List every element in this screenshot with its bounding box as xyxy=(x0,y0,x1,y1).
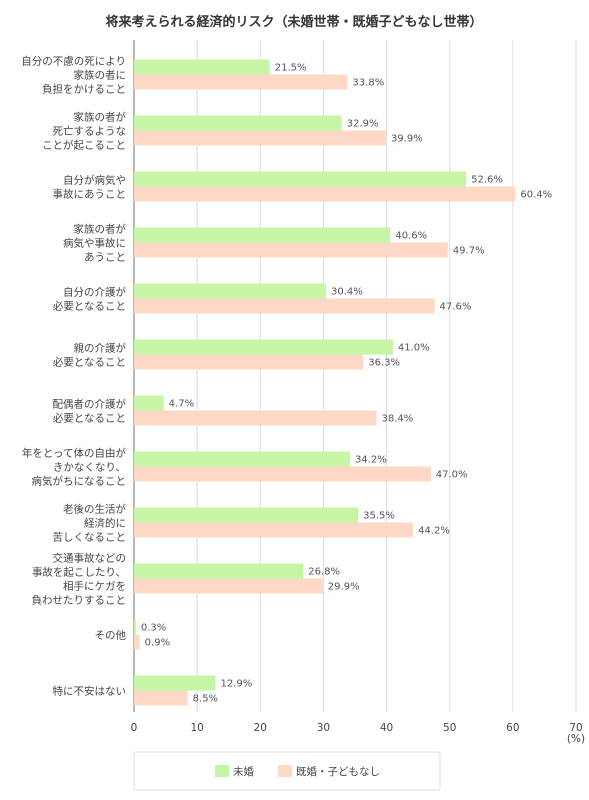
category-label: あうこと xyxy=(84,252,126,264)
data-label: 0.9% xyxy=(145,638,170,649)
x-tick-label: 70 xyxy=(569,722,582,734)
data-label: 35.5% xyxy=(363,511,395,522)
legend-swatch xyxy=(278,765,292,777)
category-label: 配偶者の介護が xyxy=(53,398,127,411)
data-label: 52.6% xyxy=(471,175,503,186)
category-label: 家族の者が xyxy=(74,111,127,124)
data-label: 47.0% xyxy=(436,470,468,481)
bar xyxy=(134,634,140,650)
bar xyxy=(134,578,323,594)
bar xyxy=(134,171,467,187)
bar xyxy=(134,283,326,299)
data-label: 33.8% xyxy=(352,78,384,89)
data-label: 4.7% xyxy=(169,399,194,410)
data-label: 21.5% xyxy=(275,63,307,74)
category-label: 親の介護が xyxy=(74,342,127,355)
bar xyxy=(134,130,386,146)
bar xyxy=(134,354,364,370)
data-label: 0.3% xyxy=(141,623,166,634)
chart-title: 将来考えられる経済的リスク（未婚世帯・既婚子どもなし世帯） xyxy=(105,14,482,30)
category-label: 事故にあうこと xyxy=(53,188,127,201)
data-label: 39.9% xyxy=(391,134,423,145)
category-label: 交通事故などの xyxy=(53,552,127,565)
data-label: 36.3% xyxy=(368,358,400,369)
category-labels: 自分の不慮の死により家族の者に負担をかけること家族の者が死亡するようなことが起こ… xyxy=(21,55,126,698)
bar xyxy=(134,451,350,467)
data-label: 47.6% xyxy=(440,302,472,313)
bar xyxy=(134,410,377,426)
category-label: 必要となること xyxy=(53,356,126,369)
bar xyxy=(134,59,270,75)
category-label: 自分の介護が xyxy=(63,286,126,299)
data-label: 8.5% xyxy=(193,694,218,705)
x-tick-label: 40 xyxy=(380,722,393,734)
data-label: 38.4% xyxy=(381,414,413,425)
category-label: 経済的に xyxy=(84,517,126,530)
bar xyxy=(134,339,393,355)
bar xyxy=(134,395,164,411)
bar xyxy=(134,186,516,202)
bar xyxy=(134,619,136,635)
bar xyxy=(134,690,188,706)
bar xyxy=(134,507,359,523)
x-tick-label: 60 xyxy=(506,722,519,734)
bar xyxy=(134,242,448,258)
category-label: 年をとって体の自由が xyxy=(22,447,127,460)
category-label: 必要となること xyxy=(53,300,126,313)
legend-label: 既婚・子どもなし xyxy=(296,765,380,778)
bars: 21.5% 33.8% 32.9% 39.9% 52.6% 60.4% 40.6% 49.7%… xyxy=(134,59,552,706)
data-label: 41.0% xyxy=(398,343,430,354)
bar xyxy=(134,675,216,691)
category-label: 自分の不慮の死により xyxy=(21,55,126,68)
bar xyxy=(134,466,431,482)
bar xyxy=(134,298,435,314)
bar xyxy=(134,522,414,538)
category-label: 死亡するような xyxy=(53,125,127,138)
x-tick-label: 0 xyxy=(131,722,138,734)
category-label: 家族の者が xyxy=(74,223,127,236)
data-label: 26.8% xyxy=(308,567,340,578)
data-label: 29.9% xyxy=(328,582,360,593)
bar xyxy=(134,115,342,131)
x-tick-label: 10 xyxy=(190,722,203,734)
category-label: 特に不安はない xyxy=(53,685,127,698)
data-label: 34.2% xyxy=(355,455,387,466)
category-label: 家族の者に xyxy=(74,69,127,82)
x-axis: 0 10 20 30 40 50 60 70 xyxy=(131,722,583,734)
legend-label: 未婚 xyxy=(233,765,254,778)
grid-lines xyxy=(133,40,577,712)
data-label: 44.2% xyxy=(418,526,450,537)
data-label: 30.4% xyxy=(331,287,363,298)
category-label: 事故を起こしたり、 xyxy=(32,566,126,579)
category-label: 負わせたりすること xyxy=(32,595,127,607)
category-label: 必要となること xyxy=(53,412,126,425)
axis-unit-label: (%) xyxy=(567,733,585,745)
x-tick-label: 20 xyxy=(254,722,267,734)
category-label: 病気がちになること xyxy=(32,475,127,488)
bar xyxy=(134,227,391,243)
data-label: 12.9% xyxy=(220,679,252,690)
category-label: 老後の生活が xyxy=(63,503,126,516)
data-label: 32.9% xyxy=(347,119,379,130)
category-label: ことが起こること xyxy=(42,139,126,152)
data-label: 60.4% xyxy=(520,190,552,201)
bar xyxy=(134,563,304,579)
data-label: 40.6% xyxy=(395,231,427,242)
category-label: 負担をかけること xyxy=(42,84,126,96)
x-tick-label: 30 xyxy=(317,722,330,734)
bar xyxy=(134,74,348,90)
category-label: 相手にケガを xyxy=(63,580,126,593)
legend: 未婚 既婚・子どもなし xyxy=(133,751,441,791)
category-label: 苦しくなること xyxy=(53,531,127,544)
legend-swatch xyxy=(215,765,229,777)
category-label: 病気や事故に xyxy=(63,237,126,250)
category-label: 自分が病気や xyxy=(63,174,126,187)
category-label: きかなくなり、 xyxy=(53,462,126,474)
category-label: その他 xyxy=(95,629,127,642)
x-tick-label: 50 xyxy=(443,722,456,734)
data-label: 49.7% xyxy=(453,246,485,257)
